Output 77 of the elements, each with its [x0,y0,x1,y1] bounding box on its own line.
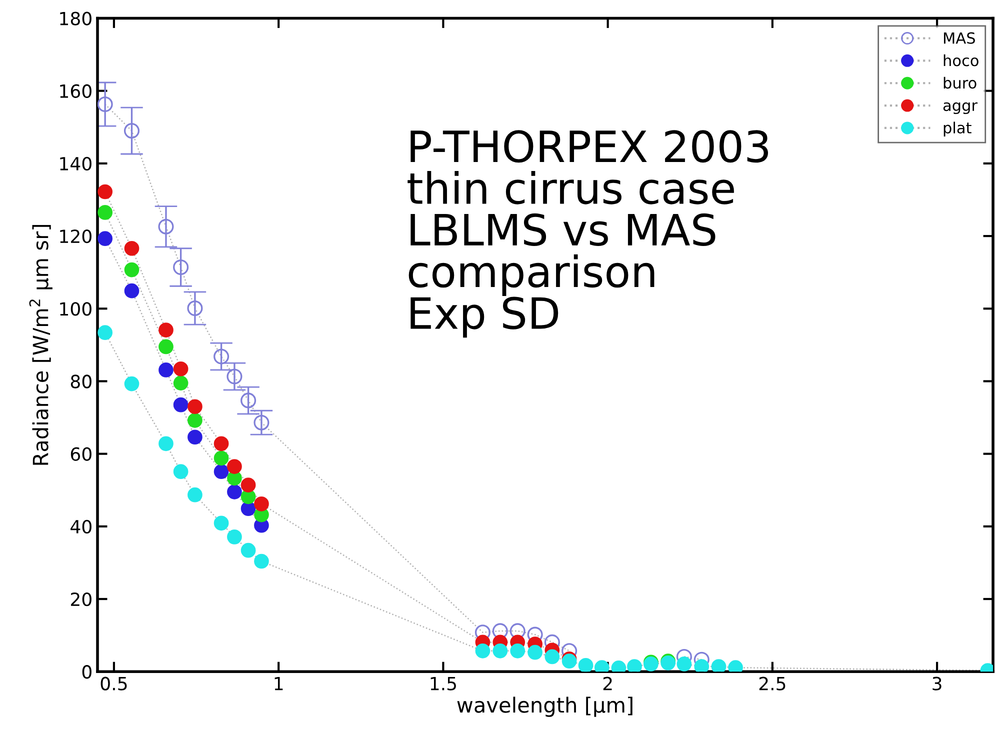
y-tick-label: 20 [70,592,92,606]
x-tick-label: 3 [932,676,942,690]
point [98,325,113,340]
y-tick-label: 0 [82,665,92,679]
point [240,478,256,492]
x-tick-label: 1.5 [430,677,456,690]
point [124,283,140,298]
y-tick-label: 60 [70,447,92,461]
point [711,659,726,672]
point [578,658,594,672]
y-axis-title: Radiance [W/m$^{2}$ µm sr] [29,225,52,465]
point [240,392,256,408]
point [173,259,189,276]
x-tick-label: 2.5 [759,676,786,690]
x-tick-label: 2 [603,676,612,690]
point [694,659,710,672]
x-tick-label: 1 [274,677,283,690]
point [188,430,202,445]
point [227,459,242,474]
point [254,414,270,430]
point [124,376,140,392]
point [158,218,174,234]
point [227,470,242,486]
point [475,643,490,658]
point [187,300,203,316]
point [510,643,526,658]
y-tick-label: 140 [60,156,92,171]
legend-label: aggr [943,102,978,114]
point [98,231,113,246]
point [173,376,188,390]
point [214,348,230,364]
legend-label: hoco [944,54,978,66]
point [528,644,542,660]
y-tick-label: 40 [70,520,92,534]
point [227,530,242,544]
legend-label: plat [944,122,972,136]
y-tick-label: 180 [60,12,92,26]
point [124,122,140,139]
point [510,623,526,639]
point [227,484,242,500]
point [627,659,642,672]
legend-label: MAS [944,32,975,44]
point [158,436,174,452]
point [124,240,140,256]
point [188,399,202,414]
x-tick-label: 0.5 [100,676,127,690]
point [188,412,202,428]
point [158,322,174,338]
point [226,368,242,384]
y-tick-label: 160 [60,84,92,98]
annotation: P-THORPEX 2003 thin cirrus case LBLMS vs MAS comparison Exp SD [408,130,768,338]
point [98,205,113,220]
point [124,262,140,278]
point [214,516,229,531]
x-axis-title: wavelength [µm] [457,696,632,717]
point [254,496,269,512]
point [173,464,188,480]
point [544,649,560,664]
point [254,554,269,569]
point [188,487,202,502]
legend-label: buro [944,76,976,89]
point [173,361,188,376]
point [214,436,229,452]
point [173,397,188,412]
point [98,184,113,200]
point [240,542,256,558]
point [676,656,692,672]
point [98,96,113,112]
point [492,623,508,639]
point [158,362,174,378]
point [492,643,508,658]
point [214,464,229,480]
point [158,339,174,354]
point [214,450,229,466]
y-tick-label: 120 [60,229,92,244]
y-tick-label: 100 [60,302,92,316]
y-tick-label: 80 [70,374,92,388]
